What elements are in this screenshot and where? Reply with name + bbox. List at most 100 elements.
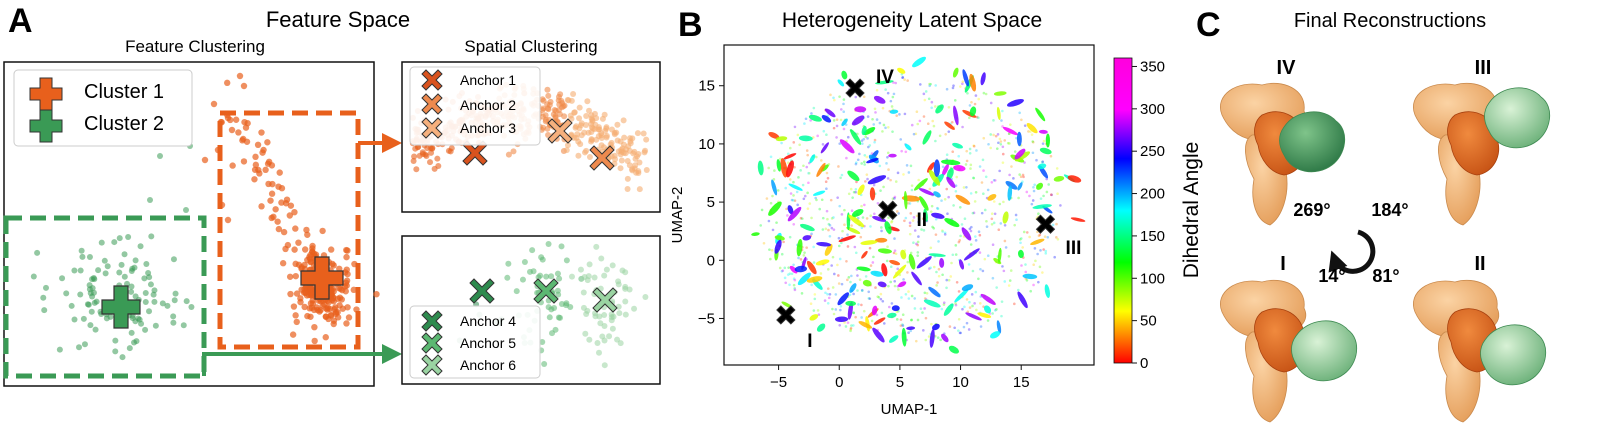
- umap-cluster: [969, 106, 977, 117]
- feature-point: [146, 308, 153, 315]
- umap-point: [1046, 235, 1050, 239]
- umap-point: [832, 228, 836, 231]
- umap-point: [895, 210, 899, 213]
- umap-cluster: [1014, 148, 1026, 160]
- umap-point: [1050, 193, 1053, 197]
- colorbar-tick-label: 50: [1140, 313, 1157, 330]
- umap-point: [999, 140, 1003, 143]
- umap-point: [1013, 302, 1016, 306]
- umap-cluster: [768, 201, 782, 216]
- spatial-point: [575, 152, 582, 159]
- umap-cluster: [869, 187, 876, 201]
- spatial-point: [582, 330, 589, 337]
- feature-point: [124, 280, 131, 287]
- umap-point: [953, 99, 957, 102]
- spatial-point: [584, 98, 591, 105]
- anchor-6-label: Anchor 6: [460, 357, 516, 373]
- umap-point: [963, 305, 966, 309]
- spatial-point: [624, 185, 631, 192]
- umap-point: [825, 209, 829, 213]
- umap-point: [824, 291, 827, 295]
- umap-cluster: [954, 288, 969, 303]
- umap-point: [807, 171, 810, 175]
- umap-cluster: [849, 283, 857, 293]
- umap-point: [902, 278, 905, 281]
- umap-point: [965, 298, 969, 301]
- umap-point: [1045, 177, 1048, 181]
- umap-point: [872, 255, 875, 259]
- umap-point: [998, 202, 1002, 206]
- umap-point: [919, 307, 923, 311]
- spatial-point: [612, 156, 619, 163]
- umap-point: [957, 317, 961, 321]
- anchor-legend-icon: [421, 354, 443, 376]
- umap-cluster: [787, 206, 802, 222]
- umap-point: [968, 227, 972, 231]
- umap-point: [866, 177, 869, 181]
- umap-point: [926, 122, 930, 126]
- umap-point: [906, 260, 910, 264]
- umap-cluster: [848, 214, 865, 228]
- umap-point: [921, 311, 924, 314]
- legend-cluster-2-icon: [29, 109, 63, 143]
- density-green-domain: [1484, 87, 1550, 149]
- umap-point: [1024, 270, 1028, 274]
- umap-point: [784, 281, 788, 285]
- umap-point: [968, 147, 972, 151]
- umap-point: [922, 115, 926, 118]
- feature-point: [137, 243, 144, 250]
- umap-point: [824, 227, 828, 231]
- green-arrow: [202, 344, 402, 376]
- umap-point: [805, 165, 809, 169]
- umap-point: [884, 126, 887, 130]
- umap-point: [907, 297, 911, 300]
- umap-cluster: [958, 259, 965, 270]
- feature-point: [239, 135, 247, 143]
- umap-point: [860, 162, 864, 165]
- umap-cluster: [877, 281, 887, 288]
- feature-point: [59, 275, 66, 282]
- feature-point: [141, 275, 148, 282]
- umap-point: [954, 184, 958, 187]
- feature-point: [295, 239, 302, 246]
- umap-point: [861, 216, 865, 219]
- feature-point: [286, 273, 294, 280]
- spatial-point: [588, 115, 595, 122]
- spatial-point: [622, 283, 629, 290]
- umap-point: [862, 95, 866, 99]
- umap-point: [887, 284, 890, 288]
- umap-point: [934, 105, 937, 108]
- umap-cluster: [969, 73, 977, 92]
- umap-point: [863, 203, 866, 207]
- umap-point: [853, 245, 857, 249]
- umap-cluster: [983, 305, 992, 314]
- spatial-point: [413, 166, 420, 173]
- feature-point: [119, 354, 126, 361]
- spatial-point: [557, 91, 564, 98]
- umap-cluster: [838, 235, 856, 242]
- umap-point: [1041, 142, 1045, 145]
- umap-point: [974, 190, 978, 194]
- umap-point: [872, 183, 876, 187]
- spatial-point: [574, 131, 581, 138]
- umap-point: [880, 311, 884, 315]
- spatial-point: [519, 276, 526, 283]
- umap-point: [812, 245, 815, 249]
- umap-point: [957, 290, 961, 293]
- umap-point: [762, 241, 766, 245]
- spatial-point: [581, 274, 588, 281]
- umap-point: [815, 198, 818, 202]
- anchor-3-label: Anchor 3: [460, 120, 516, 136]
- umap-cluster: [757, 160, 764, 176]
- umap-point: [958, 239, 962, 242]
- umap-point: [1006, 141, 1010, 145]
- umap-point: [874, 111, 877, 114]
- umap-point: [854, 162, 858, 166]
- umap-point: [822, 129, 826, 133]
- umap-cluster: [816, 323, 826, 332]
- umap-point: [997, 141, 1000, 145]
- x-tick-label: −5: [770, 374, 787, 391]
- umap-point: [913, 297, 917, 300]
- umap-point: [819, 272, 823, 275]
- umap-cluster: [1039, 147, 1052, 155]
